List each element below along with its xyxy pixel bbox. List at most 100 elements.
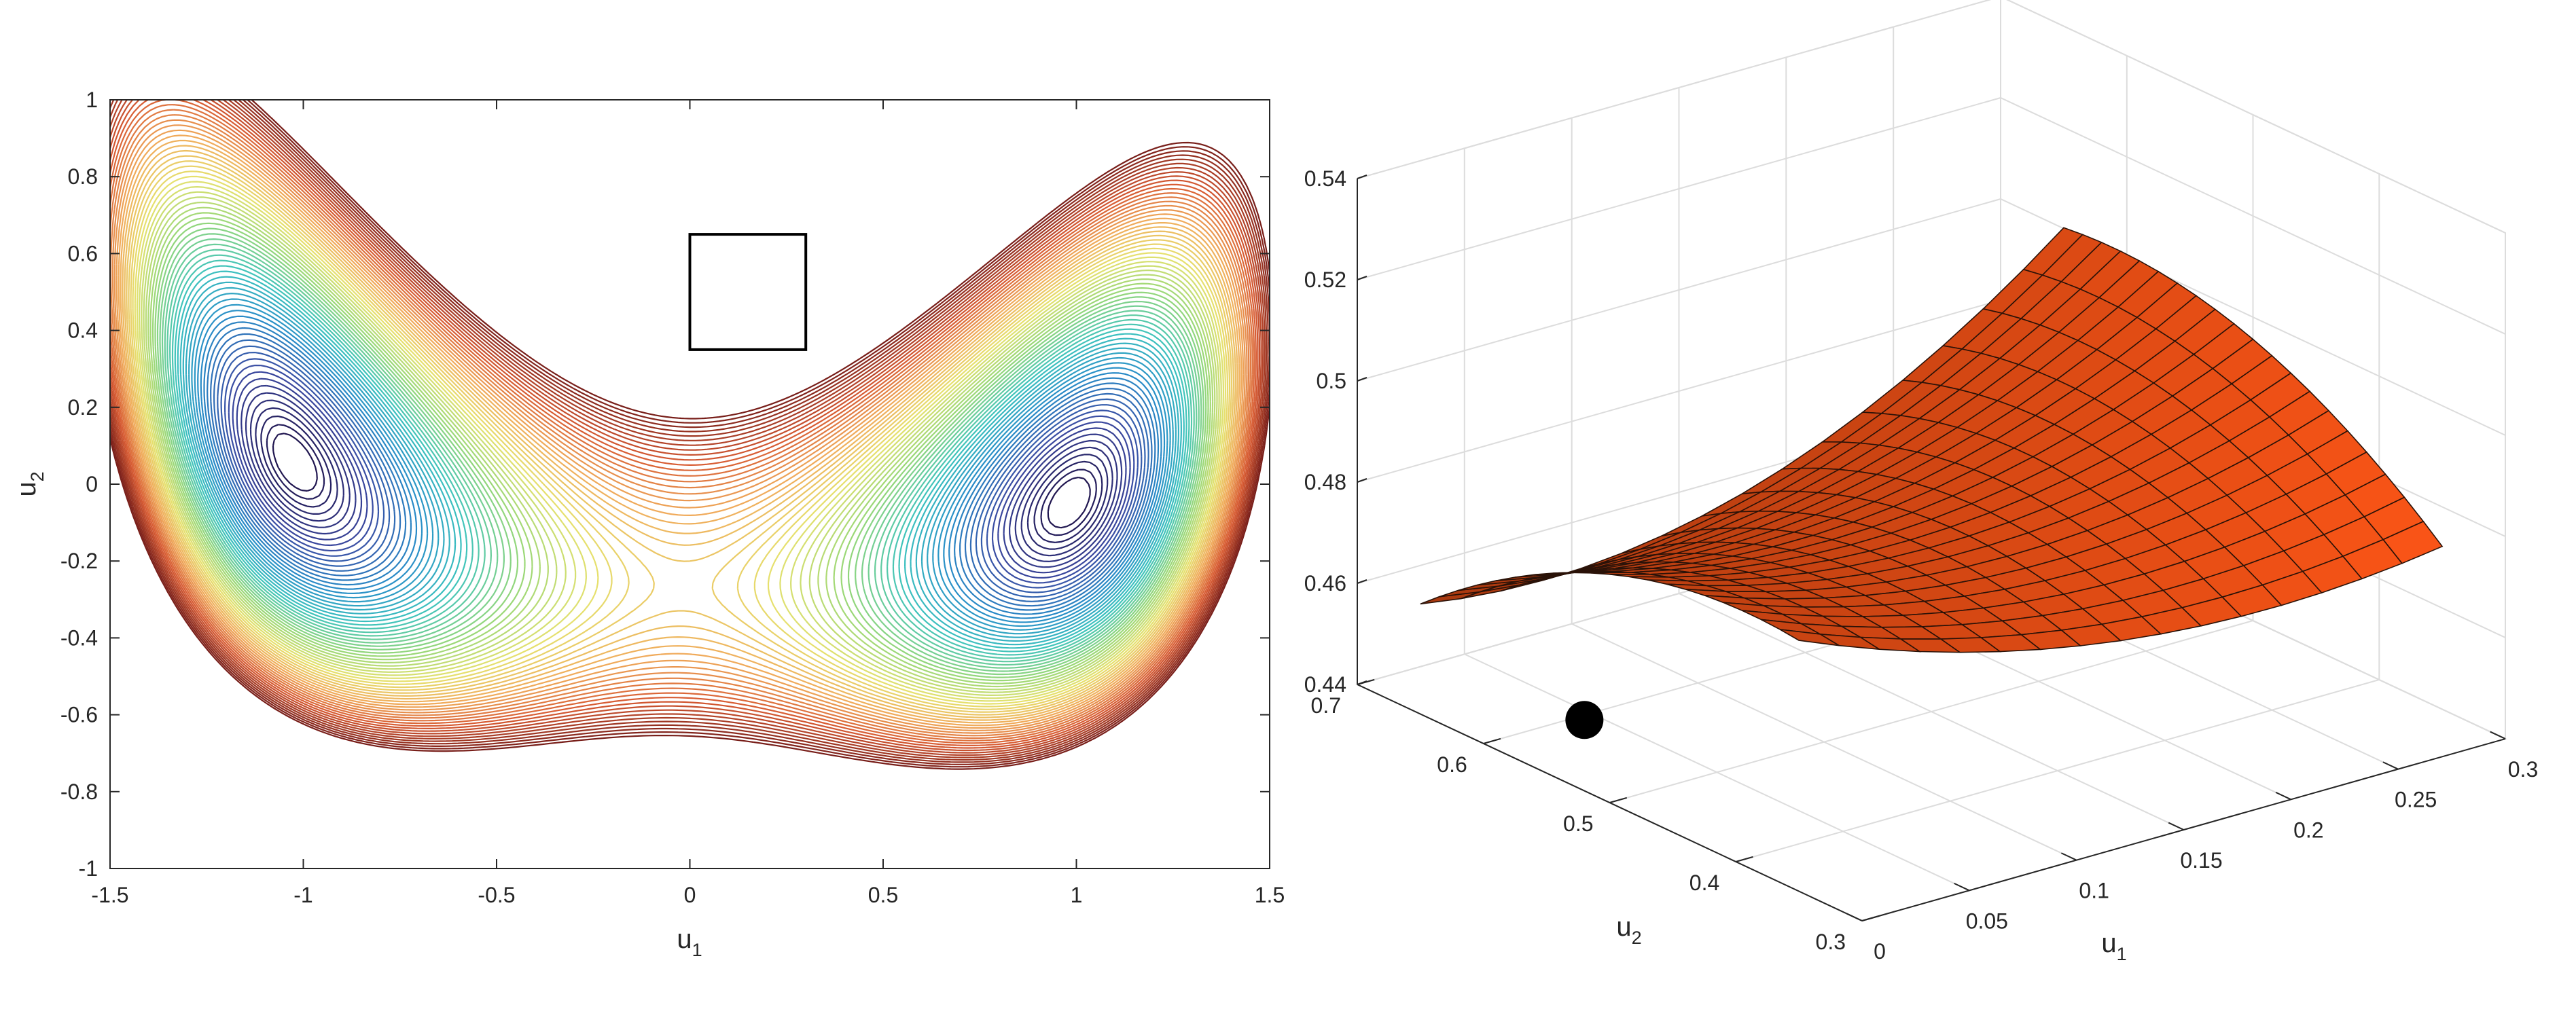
contour-level — [171, 259, 1190, 656]
x-tick-label: 1.5 — [1255, 883, 1285, 907]
z-tick-label: 0.52 — [1304, 268, 1346, 292]
u1-tick-label: 0.2 — [2293, 818, 2323, 842]
y-tick-label: -0.6 — [60, 703, 98, 727]
contour-level — [174, 265, 1187, 653]
u1-tick-label: 0 — [1874, 939, 1886, 964]
y-tick-label: 0.8 — [68, 164, 98, 189]
zoom-box — [688, 233, 808, 351]
x-tick-label: -1 — [293, 883, 312, 907]
contour-level — [111, 119, 1248, 734]
z-tick-label: 0.46 — [1304, 571, 1346, 596]
surface-plot: 00.050.10.150.20.250.30.30.40.50.60.70.4… — [1304, 0, 2539, 964]
contour-level — [110, 109, 1251, 739]
contour-level — [191, 298, 1171, 631]
surface-axes: 00.050.10.150.20.250.30.30.40.50.60.70.4… — [1304, 166, 2539, 964]
contour-level — [207, 327, 1156, 611]
u2-tick-label: 0.7 — [1311, 693, 1341, 718]
contour-level — [272, 433, 1091, 529]
u2-tick-label: 0.3 — [1816, 930, 1846, 954]
grid-line-z — [1357, 96, 2506, 335]
y-tick-label: 0.4 — [68, 318, 98, 343]
contour-level — [110, 100, 1261, 752]
contour-level — [161, 238, 1200, 669]
contour-level — [149, 212, 1211, 684]
u2-tick — [1735, 856, 1753, 862]
y-tick-label: -0.4 — [60, 625, 98, 650]
contour-level — [203, 321, 1160, 615]
z-tick — [1357, 175, 1367, 179]
contour-level — [110, 100, 1266, 758]
u1-tick — [2382, 761, 2399, 770]
contour-level — [188, 293, 1174, 635]
contour-level — [164, 243, 1198, 666]
u2-tick — [1483, 737, 1501, 744]
contour-level — [110, 100, 1270, 770]
contour-level — [154, 222, 1207, 678]
surface-patch — [1779, 629, 1840, 646]
contour-lines — [110, 100, 1270, 770]
contour-level — [128, 160, 1232, 713]
contour-level — [145, 201, 1216, 691]
contour-level — [120, 139, 1240, 724]
contour-level — [147, 206, 1214, 688]
u1-tick — [2275, 791, 2291, 801]
contour-level — [110, 100, 1264, 756]
z-tick — [1357, 478, 1367, 483]
y-tick-label: 1 — [86, 88, 98, 112]
z-tick — [1357, 276, 1367, 280]
contour-level — [141, 191, 1220, 696]
contour-level — [143, 196, 1218, 693]
x-tick-label: 1 — [1071, 883, 1083, 907]
u2-tick — [1609, 797, 1628, 803]
contour-level — [228, 365, 1135, 584]
x-tick-label: 0.5 — [868, 883, 898, 907]
u1-tick — [1954, 882, 1970, 892]
contour-level — [118, 134, 1242, 727]
contour-level — [245, 392, 1118, 562]
contour-level — [132, 170, 1228, 708]
contour-plot: -1.5 -1 -0.5 0 0.5 1 1.5-1-0.8-0.6-0.4-0.200.2… — [12, 88, 1285, 960]
grid-line-z — [1357, 198, 2506, 436]
contour-level — [217, 345, 1146, 598]
z-tick — [1357, 579, 1367, 584]
contour-level — [210, 333, 1153, 607]
contour-level — [134, 175, 1226, 705]
contour-level — [110, 100, 1270, 765]
y-tick-label: -0.2 — [60, 549, 98, 573]
u1-tick-label: 0.25 — [2395, 788, 2437, 812]
z-tick — [1357, 377, 1367, 382]
contour-level — [136, 181, 1224, 702]
contour-level — [156, 227, 1204, 676]
z-tick — [1357, 680, 1367, 685]
u1-tick — [2168, 822, 2184, 830]
contour-level — [179, 276, 1182, 646]
contour-level — [110, 100, 1257, 746]
surface-mesh — [1420, 227, 2444, 653]
contour-x-axis-label: u1 — [677, 924, 702, 960]
contour-level — [110, 100, 1270, 768]
contour-level — [169, 254, 1193, 659]
contour-level — [194, 304, 1168, 627]
x-tick-label: -1.5 — [91, 883, 128, 907]
contour-y-axis-label: u2 — [12, 471, 48, 496]
u1-tick-label: 0.15 — [2180, 848, 2222, 873]
z-tick-label: 0.54 — [1304, 166, 1346, 191]
surface-x-axis-label: u1 — [2101, 928, 2126, 964]
contour-level — [115, 129, 1245, 729]
u1-tick-label: 0.05 — [1966, 909, 2008, 933]
contour-level — [110, 114, 1250, 737]
x-tick-label: -0.5 — [478, 883, 515, 907]
x-tick-label: 0 — [684, 883, 696, 907]
contour-level — [224, 358, 1139, 589]
contour-level — [249, 399, 1113, 557]
surface-marker — [1565, 701, 1604, 739]
u2-tick-label: 0.5 — [1563, 811, 1593, 836]
contour-ticks: -1.5 -1 -0.5 0 0.5 1 1.5-1-0.8-0.6-0.4-0.200.2… — [60, 88, 1285, 907]
contour-level — [266, 424, 1097, 536]
contour-level — [110, 100, 1255, 744]
y-tick-label: -0.8 — [60, 780, 98, 804]
grid-line-z — [1357, 0, 2506, 234]
contour-level — [110, 100, 1259, 749]
contour-level — [110, 104, 1253, 742]
